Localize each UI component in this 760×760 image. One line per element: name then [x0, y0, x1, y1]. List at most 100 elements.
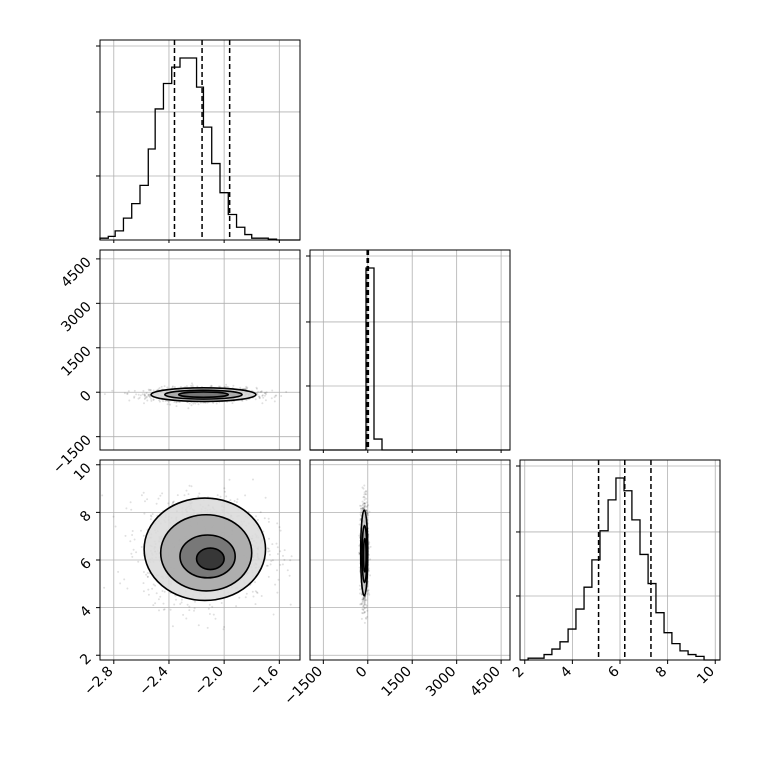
scatter-point-0-1-571 [255, 386, 258, 389]
scatter-point-1-2-15 [366, 511, 369, 514]
scatter-point-0-1-5 [148, 395, 151, 398]
scatter-point-0-2-187 [267, 550, 270, 553]
scatter-point-0-1-989 [206, 401, 209, 404]
scatter-point-0-1-1081 [149, 389, 152, 392]
panel-bg-0-0 [100, 40, 300, 240]
scatter-point-0-1-497 [158, 400, 161, 403]
scatter-point-0-1-872 [147, 388, 150, 391]
scatter-point-0-2-25 [155, 502, 158, 505]
contour-1-2-0 [359, 509, 369, 597]
scatter-point-1-2-644 [365, 493, 368, 496]
scatter-point-0-1-221 [245, 399, 248, 402]
scatter-point-1-2-1332 [363, 611, 366, 614]
scatter-point-1-2-1309 [368, 541, 371, 544]
scatter-point-0-1-518 [204, 401, 207, 404]
scatter-point-0-2-287 [124, 534, 127, 537]
scatter-point-0-1-591 [147, 393, 150, 396]
scatter-point-1-2-276 [362, 502, 365, 505]
scatter-point-0-1-1163 [274, 394, 277, 397]
scatter-point-1-2-1344 [363, 602, 366, 605]
scatter-point-1-2-360 [358, 534, 361, 537]
scatter-point-0-1-122 [142, 389, 145, 392]
scatter-point-1-2-161 [362, 506, 365, 509]
scatter-point-0-2-18 [123, 578, 126, 581]
y-tick-label-1-3: 3000 [58, 299, 95, 336]
scatter-point-0-2-1151 [131, 530, 134, 532]
scatter-point-1-2-891 [368, 593, 371, 596]
scatter-point-1-2-186 [366, 512, 369, 515]
scatter-point-1-2-708 [361, 507, 364, 510]
scatter-point-0-2-800 [208, 603, 211, 606]
grid-lines [100, 40, 720, 660]
scatter-point-1-2-1237 [361, 598, 364, 601]
scatter-point-0-1-1077 [103, 393, 106, 396]
scatter-point-0-1-869 [143, 393, 146, 396]
scatter-point-1-2-1227 [359, 507, 362, 510]
scatter-point-0-1-185 [261, 394, 264, 397]
panel-frame-1-0 [99, 249, 301, 451]
scatter-point-1-2-409 [368, 569, 371, 572]
panel-bg-1-0 [100, 250, 300, 450]
scatter-point-0-2-156 [131, 555, 134, 558]
scatter-point-0-1-1086 [270, 397, 273, 400]
scatter-point-1-2-719 [358, 551, 360, 554]
scatter-point-0-2-816 [142, 571, 145, 573]
scatter-point-1-2-1051 [362, 596, 365, 599]
scatter-point-1-2-594 [363, 495, 366, 498]
scatter-point-0-1-951 [162, 400, 165, 403]
scatter-point-0-1-598 [147, 394, 150, 397]
scatter-point-1-2-1261 [363, 493, 366, 496]
scatter-point-0-2-794 [255, 591, 258, 594]
scatter-point-0-2-605 [150, 515, 153, 518]
scatter-point-0-1-923 [215, 402, 218, 405]
scatter-point-0-2-699 [266, 547, 269, 550]
scatter-point-0-1-887 [262, 396, 265, 399]
scatter-point-0-2-672 [265, 564, 268, 567]
scatter-point-1-2-80 [363, 498, 366, 501]
contour-0-1-1 [164, 389, 243, 400]
scatter-point-0-1-1061 [166, 386, 169, 389]
scatter-point-0-1-708 [137, 397, 140, 400]
scatter-point-0-2-1106 [235, 501, 238, 504]
scatter-point-0-2-1071 [282, 554, 284, 557]
scatter-point-0-1-1025 [188, 402, 191, 405]
scatter-point-1-2-1345 [366, 505, 369, 508]
scatter-point-0-2-211 [186, 603, 189, 606]
scatter-point-0-2-239 [142, 582, 145, 585]
scatter-point-0-1-759 [256, 392, 258, 395]
scatter-point-0-1-754 [219, 385, 222, 388]
scatter-point-0-1-706 [265, 393, 267, 396]
scatter-point-0-2-214 [176, 494, 179, 497]
scatter-point-0-2-37 [260, 595, 263, 597]
scatter-point-1-2-11 [363, 502, 366, 505]
scatter-point-0-1-1307 [245, 387, 248, 390]
scatter-point-0-2-93 [263, 517, 266, 520]
scatter-point-0-2-258 [193, 609, 195, 612]
scatter-point-0-2-1156 [190, 485, 193, 488]
scatter-point-1-2-724 [363, 506, 366, 509]
scatter-point-0-1-1273 [137, 393, 140, 396]
scatter-point-0-1-1259 [191, 384, 194, 387]
scatter-point-1-2-1050 [363, 603, 366, 606]
scatter-point-0-2-1336 [117, 570, 120, 573]
scatter-point-0-1-1144 [173, 401, 176, 403]
scatter-point-0-1-720 [164, 400, 167, 402]
scatter-point-0-1-1223 [232, 384, 235, 387]
scatter-point-0-2-1044 [157, 598, 160, 601]
quantile-lines [173, 40, 652, 660]
scatter-point-0-1-285 [192, 402, 195, 405]
scatter-point-1-2-171 [362, 507, 365, 510]
scatter-point-0-2-77 [269, 563, 272, 566]
scatter-point-0-2-1008 [137, 560, 140, 563]
scatter-point-0-2-90 [267, 520, 270, 523]
scatter-point-0-2-787 [279, 529, 282, 532]
scatter-point-0-2-1046 [206, 626, 209, 629]
scatter-point-0-2-1170 [114, 525, 117, 528]
x-tick-label-1-4: 4500 [467, 664, 504, 701]
scatter-point-1-2-583 [360, 507, 363, 510]
scatter-point-0-1-718 [133, 389, 136, 392]
panel-bg-1-1 [310, 250, 510, 450]
scatter-point-1-2-4 [362, 598, 364, 601]
scatter-point-0-2-324 [245, 592, 248, 595]
x-tick-label-0-0: −2.8 [81, 664, 116, 699]
